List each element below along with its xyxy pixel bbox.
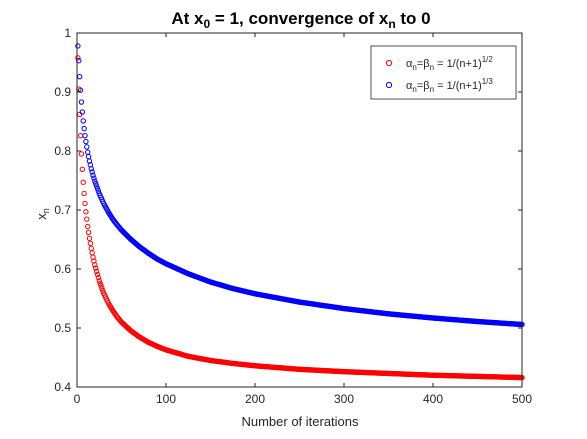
data-point [92, 180, 99, 187]
data-point [88, 166, 94, 172]
data-point [84, 149, 91, 155]
data-point [93, 183, 100, 189]
data-point [78, 151, 85, 157]
data-point [89, 250, 95, 256]
data-point [76, 73, 83, 80]
data-point [81, 190, 87, 197]
y-tick-label: 1 [64, 26, 71, 40]
legend-box [370, 45, 517, 100]
y-tick-label: 0.5 [54, 321, 71, 335]
x-tick-label: 200 [245, 392, 265, 406]
data-point [85, 229, 92, 236]
data-point [92, 178, 98, 184]
legend-entry-2: αn=βn = 1/(n+1)1/3 [406, 77, 493, 94]
data-point [94, 185, 101, 192]
data-point [83, 138, 89, 145]
x-tick-label: 500 [512, 392, 532, 406]
data-point [93, 268, 100, 274]
data-point [87, 240, 94, 247]
x-tick-label: 0 [74, 392, 81, 406]
y-tick-label: 0.4 [54, 380, 71, 394]
data-point [95, 188, 102, 194]
y-tick-label: 0.9 [54, 85, 71, 99]
y-axis-label: xn [34, 208, 51, 220]
x-tick-label: 400 [423, 392, 443, 406]
y-tick-label: 0.8 [54, 144, 71, 158]
chart-title: At x0 = 1, convergence of xn to 0 [171, 9, 430, 31]
data-point [95, 274, 102, 281]
data-point [91, 175, 97, 181]
data-point [81, 125, 87, 132]
data-point [100, 288, 106, 294]
data-point [82, 132, 88, 139]
data-point [79, 109, 86, 115]
data-point [79, 166, 86, 172]
data-point [78, 99, 85, 105]
y-tick-label: 0.7 [54, 203, 71, 217]
plot-points [75, 43, 525, 381]
data-point [84, 223, 91, 230]
x-tick-label: 100 [156, 392, 176, 406]
legend: αn=βn = 1/(n+1)1/2 αn=βn = 1/(n+1)1/3 [370, 45, 517, 100]
data-point [97, 280, 103, 286]
data-point [75, 55, 81, 61]
data-point [92, 265, 99, 271]
legend-marker-blue [385, 81, 393, 89]
series-1 [75, 55, 525, 381]
y-tick-label: 0.6 [54, 262, 71, 276]
data-point [98, 283, 104, 289]
data-point [77, 132, 84, 139]
x-tick-label: 300 [334, 392, 354, 406]
data-point [82, 200, 88, 207]
legend-entry-1: αn=βn = 1/(n+1)1/2 [406, 55, 493, 72]
y-axis: 0.4 0.5 0.6 0.7 0.8 0.9 1 [54, 26, 522, 394]
data-point [84, 144, 90, 150]
data-point [83, 209, 89, 215]
data-point [90, 172, 96, 178]
data-point [94, 271, 101, 278]
series-2 [75, 43, 525, 328]
data-point [80, 179, 86, 185]
x-axis-label: Number of iterations [241, 414, 359, 429]
data-point [85, 153, 92, 160]
data-point [84, 216, 90, 222]
data-point [75, 43, 81, 49]
data-point [89, 169, 95, 175]
data-point [96, 278, 102, 284]
data-point [99, 285, 105, 291]
data-point [88, 245, 94, 252]
data-point [80, 118, 86, 124]
data-point [92, 262, 98, 268]
data-point [86, 235, 93, 242]
x-axis: 0 100 200 300 400 500 [74, 33, 532, 406]
legend-marker-red [385, 59, 393, 67]
